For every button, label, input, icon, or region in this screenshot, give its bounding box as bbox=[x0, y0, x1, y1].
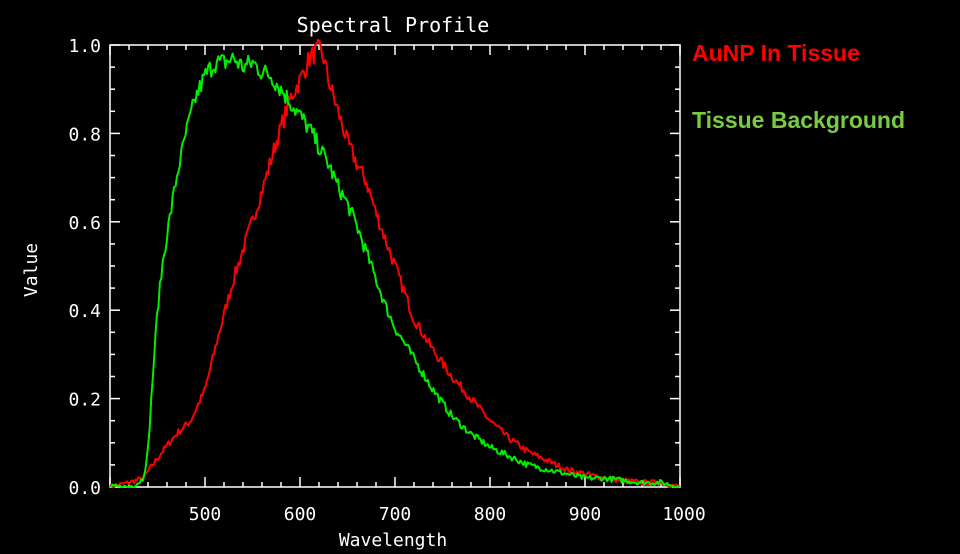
series-layer bbox=[109, 38, 681, 488]
y-axis-ticks: 0.0 0.2 0.4 0.6 0.8 1.0 bbox=[68, 36, 680, 499]
y-tick-label: 1.0 bbox=[68, 36, 101, 57]
y-tick-label: 0.6 bbox=[68, 213, 101, 234]
x-tick-label: 1000 bbox=[662, 504, 705, 525]
x-tick-label: 600 bbox=[284, 504, 317, 525]
x-axis-label: Wavelength bbox=[339, 530, 447, 551]
x-tick-label: 700 bbox=[379, 504, 412, 525]
x-tick-label: 800 bbox=[474, 504, 507, 525]
legend-tissue-background: Tissue Background bbox=[692, 107, 906, 133]
y-axis-label: Value bbox=[21, 243, 42, 297]
series-aunp-in-tissue-line bbox=[109, 38, 681, 488]
y-tick-label: 0.8 bbox=[68, 124, 101, 145]
y-tick-label: 0.4 bbox=[68, 301, 101, 322]
y-tick-label: 0.0 bbox=[68, 478, 101, 499]
plot-frame bbox=[109, 44, 681, 488]
x-tick-label: 500 bbox=[189, 504, 222, 525]
y-tick-label: 0.2 bbox=[68, 390, 101, 411]
chart-title: Spectral Profile bbox=[297, 13, 490, 37]
series-tissue-background-line bbox=[109, 52, 681, 488]
x-axis-ticks: 500 600 700 800 900 1000 bbox=[109, 45, 706, 525]
legend-aunp-in-tissue: AuNP In Tissue bbox=[692, 40, 860, 66]
x-tick-label: 900 bbox=[569, 504, 602, 525]
